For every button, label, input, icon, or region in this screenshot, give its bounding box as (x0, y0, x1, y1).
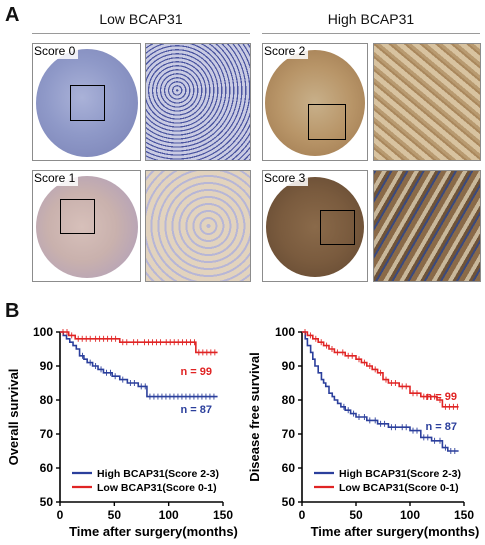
n-label-high: n = 87 (181, 404, 213, 416)
x-tick-label: 50 (349, 508, 363, 522)
x-tick-label: 150 (454, 508, 474, 522)
zoom-image-score-0 (145, 43, 251, 161)
score-label-0: Score 0 (33, 44, 79, 59)
y-tick-label: 70 (40, 427, 54, 441)
zoom-image-score-3 (373, 170, 481, 282)
y-tick-label: 50 (282, 495, 296, 509)
x-tick-label: 100 (159, 508, 179, 522)
y-axis-label: Overall survival (6, 369, 21, 466)
zoom-region-box (308, 104, 346, 140)
zoom-region-box (60, 199, 95, 234)
x-tick-label: 0 (57, 508, 64, 522)
score-label-2: Score 2 (263, 44, 309, 59)
group-divider-low (32, 33, 250, 34)
legend-label-high: High BCAP31(Score 2-3) (97, 468, 219, 480)
tissue-core (266, 177, 364, 277)
legend-label-low: Low BCAP31(Score 0-1) (97, 482, 217, 494)
y-tick-label: 80 (40, 393, 54, 407)
x-axis-label: Time after surgery(months) (311, 524, 480, 539)
panel-b-letter: B (5, 300, 20, 322)
x-tick-label: 100 (400, 508, 420, 522)
y-tick-label: 60 (282, 461, 296, 475)
score-label-3: Score 3 (263, 171, 309, 186)
core-image-score-1: Score 1 (32, 170, 141, 282)
y-tick-label: 50 (40, 495, 54, 509)
x-tick-label: 50 (108, 508, 122, 522)
panel-a-letter: A (5, 4, 20, 26)
zoom-region-box (70, 85, 105, 121)
x-tick-label: 150 (213, 508, 233, 522)
zoom-image-score-1 (145, 170, 251, 282)
y-tick-label: 90 (40, 359, 54, 373)
zoom-region-box (320, 210, 355, 245)
score-label-1: Score 1 (33, 171, 79, 186)
group-title-low: Low BCAP31 (99, 11, 183, 27)
core-image-score-3: Score 3 (262, 170, 368, 282)
group-title-high: High BCAP31 (327, 11, 415, 27)
legend-label-low: Low BCAP31(Score 0-1) (339, 482, 459, 494)
survival-curve-low (60, 331, 218, 354)
n-label-low: n = 99 (426, 391, 458, 403)
y-tick-label: 100 (275, 325, 295, 339)
y-tick-label: 70 (282, 427, 296, 441)
tissue-core (36, 49, 138, 157)
survival-curve-high (302, 331, 459, 452)
n-label-high: n = 87 (426, 421, 458, 433)
y-tick-label: 100 (33, 325, 53, 339)
y-tick-label: 80 (282, 393, 296, 407)
n-label-low: n = 99 (181, 366, 213, 378)
legend-label-high: High BCAP31(Score 2-3) (339, 468, 461, 480)
core-image-score-2: Score 2 (262, 43, 368, 161)
zoom-image-score-2 (373, 43, 481, 161)
y-tick-label: 90 (282, 359, 296, 373)
y-axis-label: Disease free survival (247, 352, 262, 481)
tissue-core (36, 176, 138, 278)
survival-curve-low (302, 331, 459, 408)
group-divider-high (262, 33, 480, 34)
core-image-score-0: Score 0 (32, 43, 141, 161)
tissue-core (265, 50, 365, 156)
x-tick-label: 0 (299, 508, 306, 522)
x-axis-label: Time after surgery(months) (69, 524, 238, 539)
y-tick-label: 60 (40, 461, 54, 475)
